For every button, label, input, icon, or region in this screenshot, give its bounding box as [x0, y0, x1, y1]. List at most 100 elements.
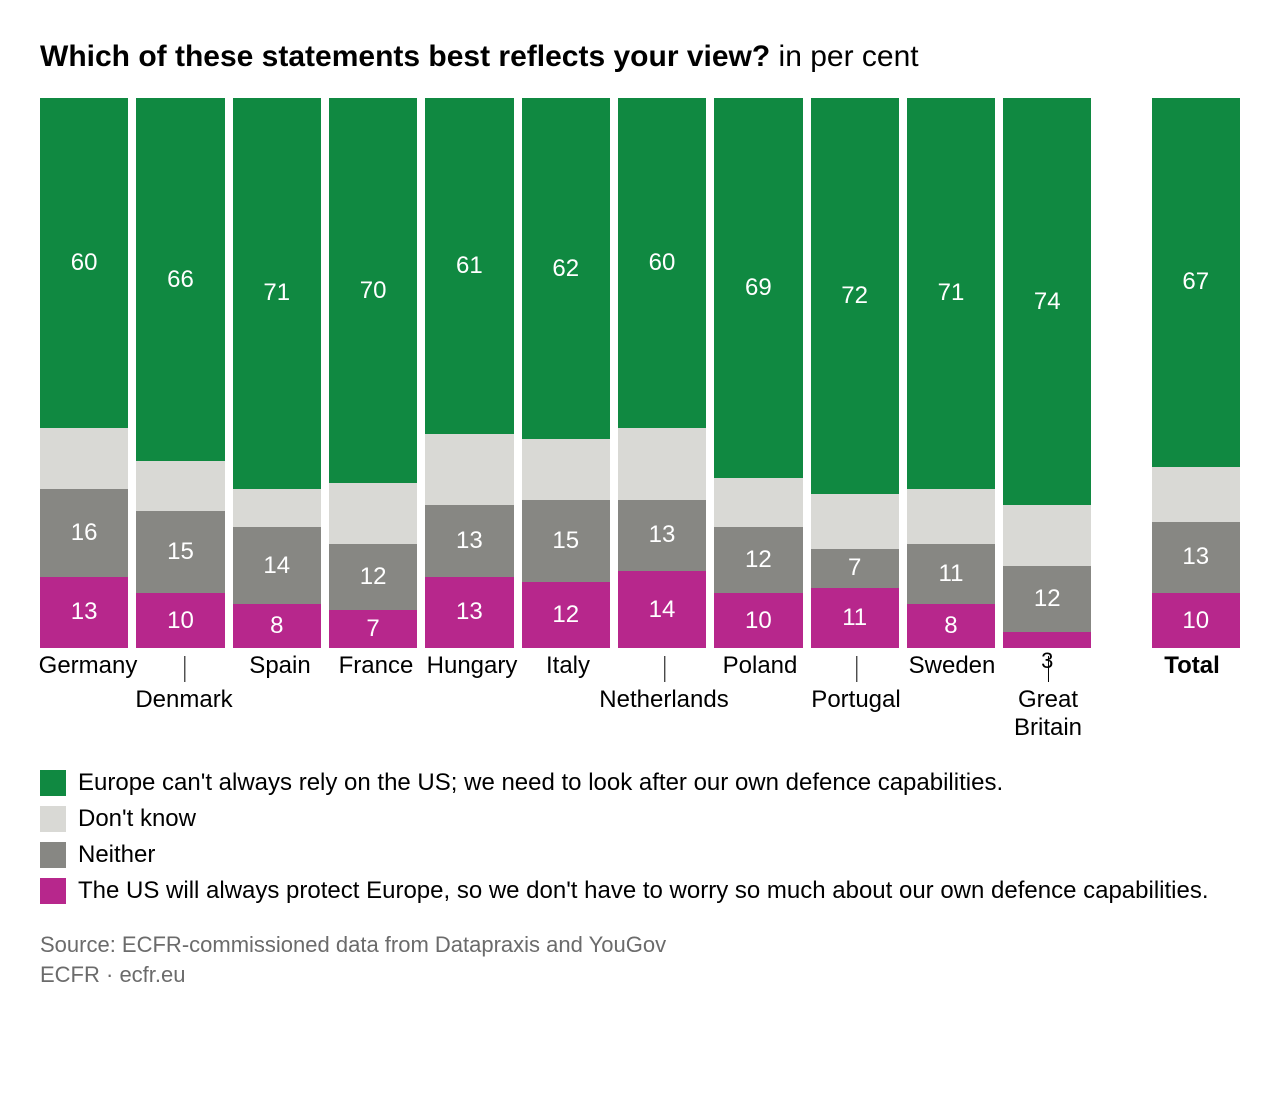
segment-value: 16	[71, 519, 98, 547]
x-axis-label-line: Germany	[39, 652, 138, 680]
bars-row: 60 16 13 66 15 10 71 14 8 70 12 7 61 13 13 62 15 12 60 13 14…	[40, 98, 1240, 648]
bar-segment-us_protect: 8	[233, 604, 321, 648]
segment-value: 14	[649, 596, 676, 624]
bar-column: 71 11 8	[907, 98, 995, 648]
segment-value: 12	[360, 563, 387, 591]
x-axis-label-line: Portugal	[811, 686, 900, 714]
segment-value: 7	[848, 554, 861, 582]
x-axis-label-line: Hungary	[427, 652, 518, 680]
bar-segment-rely_self: 71	[233, 98, 321, 489]
bar-column: 611313	[425, 98, 513, 648]
bar-segment-us_protect: 12	[522, 582, 610, 648]
x-axis-tick	[1048, 656, 1049, 682]
bar-column: 60 16 13	[40, 98, 128, 648]
segment-value: 13	[71, 598, 98, 626]
segment-value: 10	[167, 607, 194, 635]
legend-swatch	[40, 842, 66, 868]
x-axis-label-line: Denmark	[135, 686, 232, 714]
x-axis-tick	[856, 656, 857, 682]
bar-segment-us_protect: 8	[907, 604, 995, 648]
segment-value: 12	[745, 546, 772, 574]
bar-segment-us_protect: 10	[714, 593, 802, 648]
bar-spacer	[1099, 98, 1143, 648]
segment-value: 71	[263, 279, 290, 307]
bar-segment-neither: 15	[522, 500, 610, 583]
bar-segment-dont_know	[618, 428, 706, 500]
x-axis-label-line: Spain	[249, 652, 310, 680]
segment-value: 61	[456, 252, 483, 280]
legend: Europe can't always rely on the US; we n…	[40, 768, 1240, 906]
bar-segment-neither: 7	[811, 549, 899, 588]
bar-segment-rely_self: 60	[618, 98, 706, 428]
segment-value: 69	[745, 274, 772, 302]
bar-segment-rely_self: 61	[425, 98, 513, 434]
bar-segment-neither: 12	[714, 527, 802, 593]
bar-segment-dont_know	[40, 428, 128, 489]
bar-segment-us_protect: 10	[1152, 593, 1240, 648]
segment-value: 60	[649, 249, 676, 277]
bar-segment-rely_self: 70	[329, 98, 417, 483]
title-bold: Which of these statements best reflects …	[40, 40, 770, 73]
segment-value: 66	[167, 266, 194, 294]
bar-segment-rely_self: 71	[907, 98, 995, 489]
bar-segment-neither: 13	[1152, 522, 1240, 594]
bar-segment-us_protect: 3	[1003, 632, 1091, 649]
x-axis-label-line: Sweden	[909, 652, 996, 680]
bar-segment-neither: 12	[1003, 566, 1091, 632]
segment-value: 12	[552, 601, 579, 629]
bar-segment-us_protect: 10	[136, 593, 224, 648]
bar-segment-us_protect: 7	[329, 610, 417, 649]
bar-segment-neither: 12	[329, 544, 417, 610]
x-axis-label: Poland	[723, 652, 798, 680]
x-axis-label: Hungary	[427, 652, 518, 680]
segment-value: 12	[1034, 585, 1061, 613]
segment-value: 13	[649, 521, 676, 549]
segment-value: 11	[939, 560, 964, 588]
segment-value: 13	[1182, 543, 1209, 571]
bar-segment-neither: 14	[233, 527, 321, 604]
segment-value: 62	[552, 255, 579, 283]
segment-value: 15	[167, 538, 194, 566]
x-axis-label-line: Total	[1164, 652, 1220, 680]
chart-title: Which of these statements best reflects …	[40, 40, 1240, 74]
x-axis-label: Italy	[546, 652, 590, 680]
x-axis-label-line: France	[339, 652, 414, 680]
x-axis-label-line: Poland	[723, 652, 798, 680]
x-axis-label: France	[339, 652, 414, 680]
x-axis-label: Portugal	[811, 686, 900, 714]
segment-value: 15	[552, 527, 579, 555]
x-axis-tick	[184, 656, 185, 682]
bar-column: 62 15 12	[522, 98, 610, 648]
segment-value: 11	[842, 604, 867, 632]
segment-value: 7	[366, 615, 379, 643]
x-axis-label-line: Great	[1014, 686, 1082, 714]
x-axis-label: Denmark	[135, 686, 232, 714]
segment-value: 10	[745, 607, 772, 635]
source-block: Source: ECFR-commissioned data from Data…	[40, 930, 1240, 989]
x-axis-label-line: Britain	[1014, 714, 1082, 742]
x-axis-tick	[664, 656, 665, 682]
segment-value: 70	[360, 277, 387, 305]
source-line-1: Source: ECFR-commissioned data from Data…	[40, 930, 1240, 960]
legend-label: Neither	[78, 840, 1240, 870]
legend-item: Don't know	[40, 804, 1240, 834]
segment-value: 14	[263, 552, 290, 580]
segment-value: 13	[456, 527, 483, 555]
bar-segment-rely_self: 60	[40, 98, 128, 428]
bar-segment-rely_self: 66	[136, 98, 224, 461]
legend-item: Europe can't always rely on the US; we n…	[40, 768, 1240, 798]
bar-segment-rely_self: 67	[1152, 98, 1240, 467]
legend-label: Europe can't always rely on the US; we n…	[78, 768, 1240, 798]
legend-label: The US will always protect Europe, so we…	[78, 876, 1240, 906]
bar-column: 71 14 8	[233, 98, 321, 648]
bar-segment-rely_self: 69	[714, 98, 802, 478]
x-axis-label-line: Netherlands	[599, 686, 728, 714]
x-axis-labels: Germany Denmark Spain France Hungary Italy Net…	[40, 652, 1240, 742]
bar-segment-neither: 13	[618, 500, 706, 572]
chart-area: 60 16 13 66 15 10 71 14 8 70 12 7 61 13 13 62 15 12 60 13 14…	[40, 98, 1240, 738]
segment-value: 8	[270, 612, 283, 640]
bar-column: 70 12 7	[329, 98, 417, 648]
x-axis-label: GreatBritain	[1014, 686, 1082, 742]
bar-segment-us_protect: 14	[618, 571, 706, 648]
bar-segment-dont_know	[1152, 467, 1240, 522]
